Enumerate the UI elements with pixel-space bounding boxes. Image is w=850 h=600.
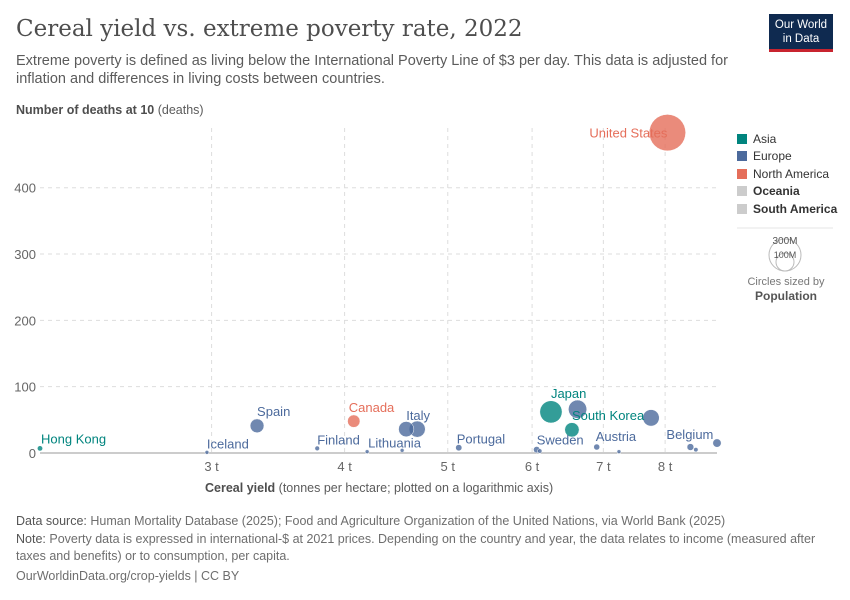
size-ref-label: 300M xyxy=(772,236,797,247)
x-tick-label: 3 t xyxy=(204,459,219,474)
data-point-lithuania xyxy=(364,449,370,454)
note: Note: Poverty data is expressed in inter… xyxy=(16,532,816,563)
size-ref-100m xyxy=(775,252,795,272)
x-tick-label: 4 t xyxy=(337,459,352,474)
point-label: Lithuania xyxy=(368,436,422,451)
y-tick-label: 200 xyxy=(14,313,36,328)
data-point-italy xyxy=(398,421,415,438)
x-tick-label: 7 t xyxy=(596,459,611,474)
y-tick-label: 300 xyxy=(14,247,36,262)
chart-subtitle: Extreme poverty is defined as living bel… xyxy=(16,53,728,87)
legend-swatch xyxy=(737,168,747,179)
chart-title: Cereal yield vs. extreme poverty rate, 2… xyxy=(16,16,523,42)
point-label: Japan xyxy=(551,386,586,401)
size-ref-label: 100M xyxy=(774,250,797,260)
legend-item[interactable]: South America xyxy=(737,200,837,218)
point-label: Spain xyxy=(257,404,290,419)
legend-swatch xyxy=(737,203,747,214)
data-point-japan xyxy=(539,400,563,424)
data-point-belgium xyxy=(686,443,695,451)
x-tick-label: 6 t xyxy=(525,459,540,474)
point-label: Canada xyxy=(349,400,395,415)
data-point-austria xyxy=(593,443,600,451)
point-label: Italy xyxy=(406,408,430,423)
point-label: Portugal xyxy=(457,432,506,447)
point-label: Finland xyxy=(317,432,360,447)
data-point-canada xyxy=(347,414,361,428)
data-point-finland xyxy=(314,445,320,451)
point-label: Belgium xyxy=(666,427,713,442)
legend-label: Asia xyxy=(753,131,777,146)
data-point-unlabeled xyxy=(537,448,543,454)
point-label: United States xyxy=(589,126,668,141)
data-point-unlabeled xyxy=(616,449,622,454)
point-label: Austria xyxy=(596,429,637,444)
legend-label: Oceania xyxy=(753,184,800,199)
size-legend-caption: Circles sized by Population xyxy=(747,276,825,303)
data-point-unlabeled xyxy=(399,448,405,453)
x-tick-label: 5 t xyxy=(441,459,456,474)
legend: Asia Europe North America Oceania South Amer… xyxy=(737,130,837,218)
legend-label: North America xyxy=(753,166,830,181)
data-point-iceland xyxy=(204,450,210,455)
data-point-unlabeled xyxy=(568,399,587,419)
y-tick-label: 100 xyxy=(14,380,36,395)
legend-swatch xyxy=(737,133,747,144)
point-label: South Korea xyxy=(572,408,645,423)
data-point-spain xyxy=(249,418,265,433)
footer-url[interactable]: OurWorldinData.org/crop-yields | CC BY xyxy=(16,569,240,583)
data-point-hong-kong xyxy=(37,445,43,452)
legend-swatch xyxy=(737,151,747,162)
data-point-portugal xyxy=(455,444,463,452)
data-point-unlabeled xyxy=(693,447,699,453)
x-tick-label: 8 t xyxy=(658,459,673,474)
data-point-south-korea xyxy=(564,422,580,438)
legend-swatch xyxy=(737,186,747,197)
x-axis-label: Cereal yield (tonnes per hectare; plotte… xyxy=(205,481,554,495)
point-label: Sweden xyxy=(537,433,584,448)
owid-logo[interactable]: Our World in Data xyxy=(769,14,833,52)
data-source: Data source: Human Mortality Database (2… xyxy=(16,514,726,528)
y-tick-label: 400 xyxy=(14,181,36,196)
legend-item[interactable]: Asia xyxy=(737,130,837,148)
legend-item[interactable]: Oceania xyxy=(737,183,837,201)
legend-label: Europe xyxy=(753,149,792,164)
legend-item[interactable]: Europe xyxy=(737,148,837,166)
point-label: Hong Kong xyxy=(41,431,106,446)
data-point-unlabeled xyxy=(712,438,722,448)
y-axis-label: Number of deaths at 10 (deaths) xyxy=(16,103,204,117)
data-point-unlabeled xyxy=(642,409,660,427)
legend-item[interactable]: North America xyxy=(737,165,837,183)
data-point-united-states xyxy=(648,114,686,152)
legend-label: South America xyxy=(753,201,838,216)
y-tick-label: 0 xyxy=(29,446,36,461)
point-label: Iceland xyxy=(207,436,249,451)
